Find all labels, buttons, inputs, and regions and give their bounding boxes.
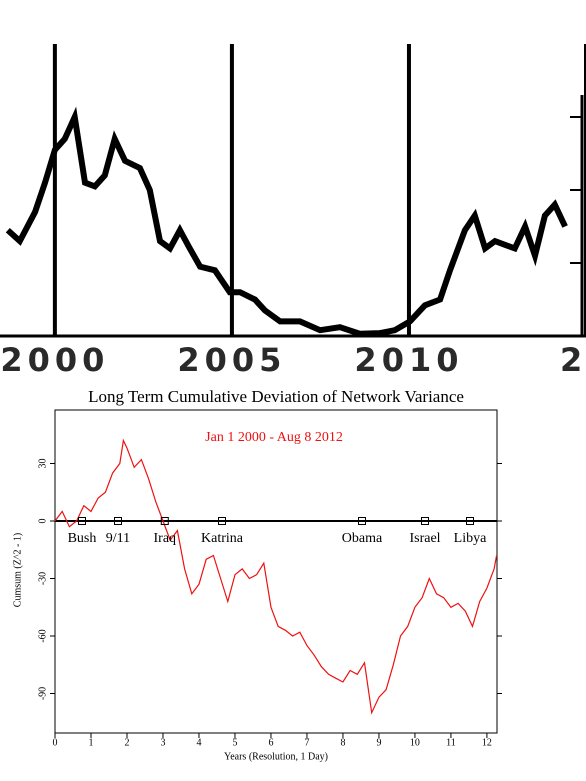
x-tick-label: 4 — [196, 737, 201, 748]
x-tick-label: 6 — [268, 737, 273, 748]
x-tick-label: 2000 — [0, 341, 109, 379]
y-axis-label: Cumsum (Z^2 - 1) — [12, 533, 23, 607]
chart-title: Long Term Cumulative Deviation of Networ… — [88, 387, 464, 406]
y-tick-label: 30 — [37, 458, 48, 468]
event-marker — [358, 516, 367, 525]
event-label: Obama — [342, 531, 383, 546]
x-tick-label: 12 — [482, 737, 492, 748]
event-marker — [77, 516, 86, 525]
event-marker — [113, 516, 122, 525]
plot-frame — [54, 409, 498, 734]
x-axis-label: Years (Resolution, 1 Day) — [224, 751, 328, 762]
y-tick-label: -30 — [37, 572, 48, 585]
x-tick-label: 8 — [340, 737, 345, 748]
x-tick-label: 7 — [304, 737, 309, 748]
event-label: Israel — [409, 531, 440, 546]
x-tick-label: 3 — [160, 737, 165, 748]
chart-subtitle: Jan 1 2000 - Aug 8 2012 — [205, 430, 343, 445]
data-line — [54, 438, 498, 715]
x-tick-label: 2 — [124, 737, 129, 748]
y-tick-label: 0 — [37, 518, 48, 523]
event-label: Bush — [68, 531, 97, 546]
event-marker — [218, 516, 227, 525]
y-tick-label: -60 — [37, 629, 48, 642]
event-marker — [421, 516, 430, 525]
data-line — [5, 106, 568, 337]
event-marker — [466, 516, 475, 525]
y-tick-label: -90 — [37, 687, 48, 700]
event-label: Katrina — [201, 531, 244, 546]
x-tick-label: 5 — [232, 737, 237, 748]
event-marker — [160, 516, 169, 525]
x-tick-label: 11 — [446, 737, 456, 748]
x-tick-label: 2010 — [354, 341, 463, 379]
x-tick-label: 2005 — [177, 341, 286, 379]
x-tick-label: 9 — [376, 737, 381, 748]
x-tick-label: 20 — [560, 341, 586, 379]
x-tick-label: 10 — [410, 737, 420, 748]
x-tick-label: 0 — [53, 737, 58, 748]
event-label: 9/11 — [106, 531, 130, 546]
x-tick-label: 1 — [88, 737, 93, 748]
event-label: Libya — [454, 531, 487, 546]
event-label: Iraq — [154, 531, 177, 546]
